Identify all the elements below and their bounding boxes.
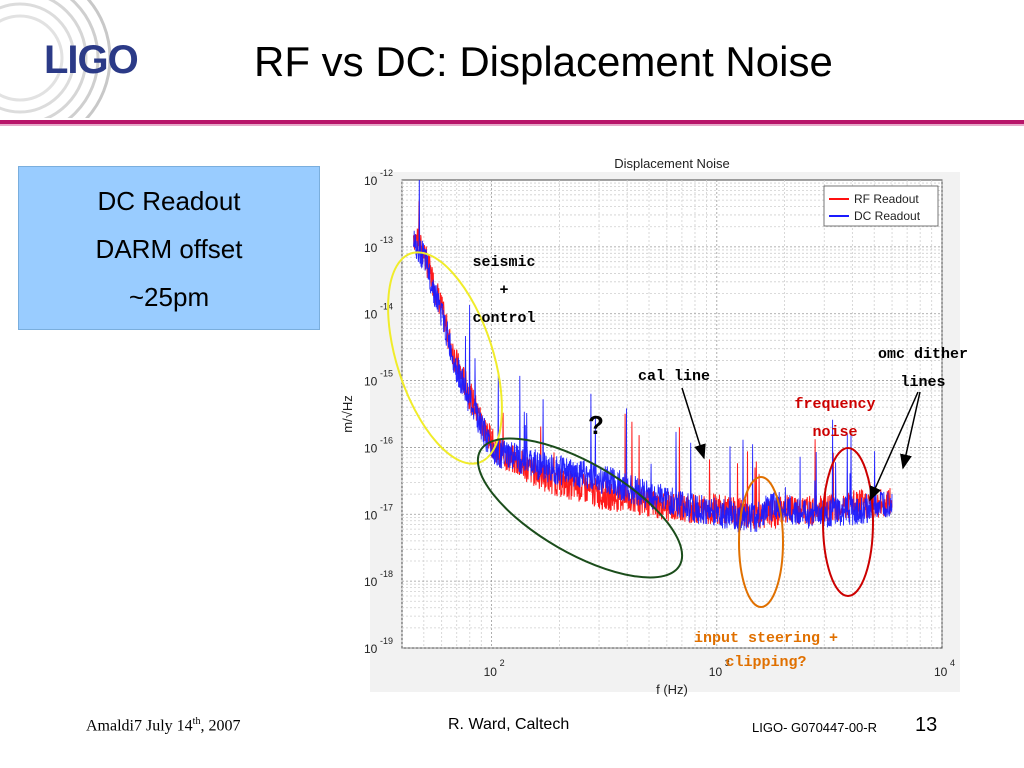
x-tick-exponent: 3	[725, 658, 730, 668]
x-tick-exponent: 4	[950, 658, 955, 668]
y-tick-exponent: -19	[380, 636, 393, 646]
y-tick-exponent: -13	[380, 235, 393, 245]
annotation-frequency-noise: noise	[812, 424, 857, 441]
slide-title: RF vs DC: Displacement Noise	[254, 38, 833, 85]
footer-event-sup: th	[192, 716, 201, 727]
legend-label: DC Readout	[854, 209, 921, 223]
y-tick-exponent: -14	[380, 302, 393, 312]
annotation-seismic: control	[472, 310, 535, 327]
ligo-logo: LIGO	[0, 0, 180, 118]
y-tick-exponent: -18	[380, 569, 393, 579]
y-tick-exponent: -17	[380, 502, 393, 512]
logo-swirl-icon	[0, 0, 112, 118]
y-tick-label: 10	[364, 308, 378, 322]
legend-box	[823, 185, 939, 227]
logo-text: LIGO	[44, 38, 139, 82]
page-number: 13	[915, 714, 938, 736]
annotation-cal-line: cal line	[638, 368, 710, 385]
y-tick-label: 10	[364, 575, 378, 589]
x-tick-exponent: 2	[500, 658, 505, 668]
annotation-question: ?	[588, 410, 604, 440]
y-axis-label: m/√Hz	[340, 395, 355, 432]
y-tick-label: 10	[364, 174, 378, 188]
x-axis-label: f (Hz)	[656, 682, 688, 697]
annotation-input-steering: input steering +	[694, 630, 838, 647]
x-tick-label: 10	[709, 665, 723, 679]
title-divider	[0, 120, 1024, 124]
footer-event: Amaldi7 July 14th, 2007	[86, 716, 240, 735]
y-tick-label: 10	[364, 508, 378, 522]
footer-doc-id: LIGO- G070447-00-R	[752, 720, 878, 735]
ellipse-frequency-noise	[822, 447, 874, 597]
arrow-omc-dither-2	[900, 391, 921, 470]
legend-label: RF Readout	[854, 192, 919, 206]
series-line	[413, 180, 893, 533]
y-tick-label: 10	[364, 642, 378, 656]
y-tick-label: 10	[364, 441, 378, 455]
ellipse-seismic	[387, 251, 503, 465]
y-tick-exponent: -16	[380, 435, 393, 445]
displacement-noise-chart: Displacement Noise10-1210-1310-1410-1510…	[340, 156, 968, 697]
chart-title: Displacement Noise	[614, 156, 730, 171]
x-tick-label: 10	[934, 665, 948, 679]
info-line-readout: DC Readout	[97, 186, 241, 216]
series-dc-readout	[413, 180, 893, 533]
footer-author: R. Ward, Caltech	[448, 716, 570, 733]
footer-event-year: , 2007	[200, 717, 241, 735]
annotation-input-steering: clipping?	[725, 654, 806, 671]
annotation-omc-dither: omc dither	[878, 346, 968, 363]
annotation-seismic: seismic	[472, 254, 535, 271]
y-tick-label: 10	[364, 375, 378, 389]
info-line-offset: DARM offset	[95, 234, 243, 264]
ellipse-input-steering	[738, 476, 784, 608]
annotation-frequency-noise: frequency	[794, 396, 875, 413]
arrow-omc-dither-1	[869, 391, 919, 502]
arrow-cal-line	[681, 387, 706, 460]
title-divider-shadow	[0, 124, 1024, 126]
y-tick-label: 10	[364, 241, 378, 255]
info-line-value: ~25pm	[128, 282, 210, 312]
y-tick-exponent: -15	[380, 369, 393, 379]
x-tick-label: 10	[484, 665, 498, 679]
annotation-seismic: +	[499, 282, 508, 299]
ellipse-unknown	[476, 437, 684, 579]
info-box: DC Readout DARM offset ~25pm	[18, 166, 320, 330]
y-tick-exponent: -12	[380, 168, 393, 178]
annotation-omc-dither: lines	[900, 374, 945, 391]
footer-event-text: Amaldi7 July 14	[86, 717, 193, 735]
